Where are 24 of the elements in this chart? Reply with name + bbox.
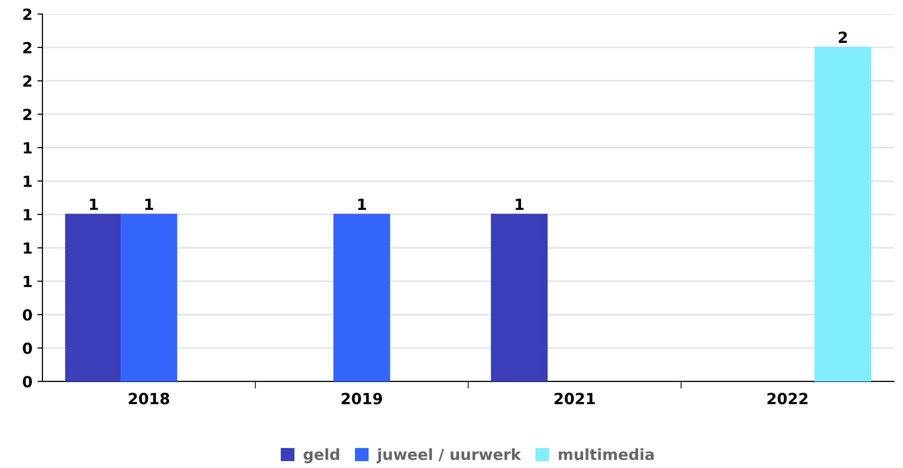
x-tick-label: 2022 — [767, 392, 808, 404]
y-tick-label: 1 — [24, 276, 32, 288]
data-label: 1 — [145, 198, 154, 210]
data-label: 2 — [838, 32, 847, 43]
legend-label: multimedia — [558, 448, 654, 460]
y-tick-label: 2 — [23, 42, 32, 54]
y-tick-label: 2 — [23, 75, 32, 87]
y-tick-label: 2 — [23, 8, 32, 20]
y-tick-label: 2 — [23, 108, 32, 120]
y-tick-label: 1 — [24, 242, 32, 254]
x-tick-label: 2021 — [554, 392, 595, 404]
y-tick-label: 1 — [24, 142, 32, 154]
data-label: 1 — [516, 198, 524, 210]
y-tick-label: 0 — [22, 376, 32, 388]
y-tick-label: 1 — [24, 209, 32, 220]
legend-label: geld — [304, 448, 340, 464]
data-label: 1 — [90, 198, 98, 210]
x-tick-label: 2019 — [342, 392, 382, 404]
legend-label: juweel / uurwerk — [376, 448, 522, 464]
x-tick-label: 2018 — [128, 392, 170, 404]
data-label: 1 — [358, 198, 366, 210]
y-tick-label: 0 — [22, 309, 32, 321]
y-tick-label: 1 — [24, 176, 32, 187]
y-tick-label: 0 — [22, 342, 32, 354]
